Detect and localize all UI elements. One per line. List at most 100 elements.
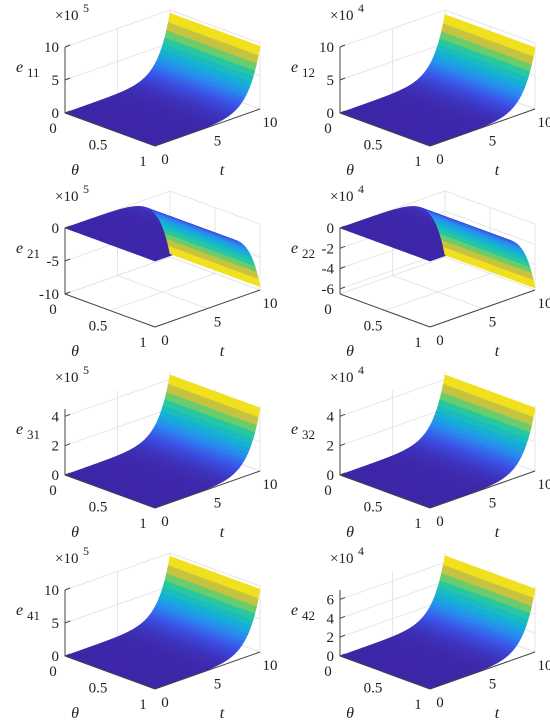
z-tick (64, 653, 71, 657)
z-tick (64, 225, 71, 229)
theta-tick-label: 0 (49, 121, 57, 137)
z-tick-label: 0 (52, 468, 60, 484)
z-tick (339, 286, 346, 290)
z-tick (64, 587, 71, 591)
theta-tick-label: 0.5 (89, 681, 108, 697)
z-tick-label: 10 (44, 40, 59, 56)
z-tick-label: 5 (52, 616, 60, 632)
z-tick (339, 110, 346, 114)
theta-tick-label: 0.5 (364, 138, 383, 154)
theta-gridline (64, 191, 171, 295)
theta-tick-label: 1 (414, 154, 422, 170)
z-tick-label: 0 (52, 649, 60, 665)
scale-factor: ×10 (330, 189, 353, 205)
t-tick-label: 0 (161, 152, 169, 168)
z-tick-label: 4 (327, 409, 335, 425)
theta-tick-label: 0.5 (89, 138, 108, 154)
theta-axis-label: θ (71, 524, 79, 541)
theta-axis-line (339, 112, 431, 147)
t-tick-label: 5 (489, 315, 497, 331)
t-axis-label: t (495, 343, 500, 360)
scale-exponent: 5 (83, 182, 89, 196)
z-tick (64, 413, 71, 417)
theta-axis-label: θ (71, 162, 79, 179)
theta-tick-label: 1 (139, 154, 147, 170)
t-tick-label: 10 (263, 296, 278, 312)
z-axis-subscript: 21 (27, 246, 40, 261)
t-axis-label: t (220, 705, 225, 722)
z-tick (64, 44, 71, 48)
t-axis-label: t (220, 343, 225, 360)
z-axis-label: e (16, 59, 23, 76)
t-tick-label: 10 (538, 477, 550, 493)
t-tick-label: 5 (489, 134, 497, 150)
scale-factor: ×10 (330, 8, 353, 24)
z-tick-label: 2 (52, 439, 60, 455)
z-tick (64, 620, 71, 624)
theta-axis-label: θ (346, 524, 354, 541)
theta-tick-label: 0 (49, 302, 57, 318)
t-tick-label: 10 (263, 658, 278, 674)
z-axis-label: e (16, 240, 23, 257)
theta-axis-label: θ (346, 343, 354, 360)
theta-axis-line (64, 112, 156, 147)
scale-exponent: 5 (83, 363, 89, 377)
z-tick-label: 10 (319, 40, 334, 56)
scale-exponent: 5 (83, 544, 89, 558)
scale-factor: ×10 (330, 370, 353, 386)
z-tick-label: -2 (322, 241, 335, 257)
z-tick (339, 443, 346, 447)
t-tick-label: 10 (263, 477, 278, 493)
z-tick (64, 77, 71, 81)
t-axis-label: t (495, 524, 500, 541)
t-tick-label: 0 (436, 333, 444, 349)
z-tick-label: -6 (322, 282, 335, 298)
scale-factor: ×10 (55, 8, 78, 24)
t-tick-label: 5 (489, 496, 497, 512)
theta-axis-line (64, 655, 156, 690)
theta-tick-label: 1 (414, 335, 422, 351)
theta-tick-label: 0 (49, 483, 57, 499)
t-axis-label: t (220, 162, 225, 179)
theta-gridline (339, 191, 446, 295)
theta-tick-label: 0.5 (364, 500, 383, 516)
z-tick-label: 0 (327, 221, 335, 237)
t-axis-line (154, 651, 261, 690)
z-tick (339, 44, 346, 48)
t-axis-line (429, 108, 536, 147)
z-tick (64, 258, 71, 262)
z-axis-label: e (291, 240, 298, 257)
z-tick (339, 77, 346, 81)
theta-tick-label: 0.5 (89, 319, 108, 335)
z-axis-label: e (16, 602, 23, 619)
z-axis-subscript: 11 (27, 65, 40, 80)
theta-gridline (384, 207, 491, 311)
z-tick (339, 225, 346, 229)
z-tick (64, 291, 71, 295)
z-axis-subscript: 31 (27, 427, 40, 442)
t-tick-label: 5 (214, 134, 222, 150)
z-axis-label: e (291, 421, 298, 438)
z-tick (339, 245, 346, 249)
z-tick (64, 443, 71, 447)
t-axis-label: t (495, 162, 500, 179)
z-tick-label: -10 (39, 287, 59, 303)
theta-tick-label: 0 (324, 302, 332, 318)
t-tick-label: 0 (161, 333, 169, 349)
z-tick-label: 2 (327, 439, 335, 455)
scale-exponent: 5 (83, 1, 89, 15)
scale-exponent: 4 (358, 363, 364, 377)
theta-tick-label: 1 (139, 335, 147, 351)
t-tick-label: 10 (538, 115, 550, 131)
z-tick-label: 5 (327, 73, 335, 89)
theta-tick-label: 0 (49, 664, 57, 680)
theta-axis-line (339, 293, 431, 328)
z-tick (339, 413, 346, 417)
theta-gridline (109, 207, 216, 311)
z-axis-label: e (291, 59, 298, 76)
